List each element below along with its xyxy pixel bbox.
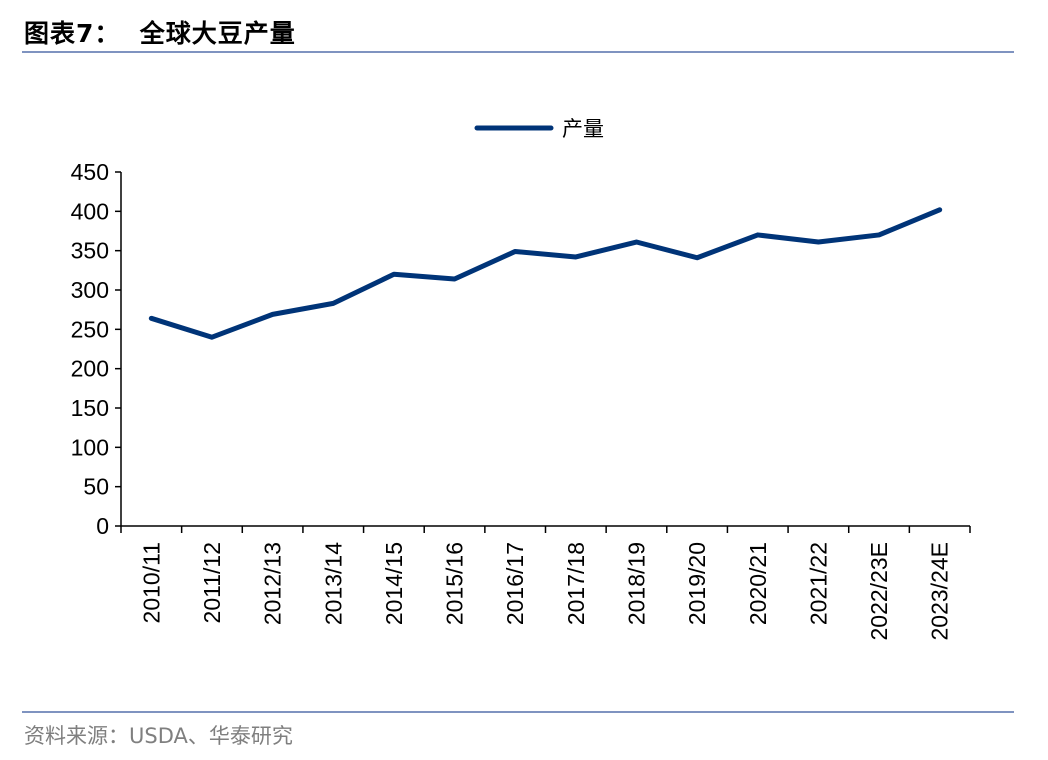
source-note: 资料来源：USDA、华泰研究 [24,724,293,748]
y-tick-label: 200 [71,356,109,382]
y-tick-label: 300 [71,277,109,303]
y-tick-label: 0 [96,513,109,539]
series-line-产量 [148,207,943,340]
y-tick-label: 400 [71,198,109,224]
title-divider [22,51,1014,53]
x-tick-label: 2013/14 [320,542,346,625]
x-tick-label: 2014/15 [381,542,407,625]
y-tick-label: 350 [71,238,109,264]
legend-label: 产量 [562,117,604,141]
y-tick-label: 150 [71,395,109,421]
x-tick-label: 2021/22 [805,542,831,625]
x-tick-label: 2016/17 [502,542,528,625]
x-tick-label: 2012/13 [260,542,286,625]
x-tick-label: 2017/18 [563,542,589,625]
footer-divider [22,711,1014,713]
x-tick-label: 2019/20 [684,542,710,625]
x-tick-label: 2015/16 [442,542,468,625]
y-tick-label: 50 [83,474,109,500]
x-tick-label: 2023/24E [927,542,953,640]
x-tick-label: 2020/21 [745,542,771,625]
y-tick-label: 250 [71,316,109,342]
x-tick-label: 2010/11 [138,542,164,623]
x-tick-label: 2011/12 [199,542,225,623]
x-tick-label: 2018/19 [623,542,649,625]
x-tick-label: 2022/23E [866,542,892,640]
y-tick-label: 100 [71,434,109,460]
y-tick-label: 450 [71,159,109,185]
figure-title: 图表7： 全球大豆产量 [24,19,296,48]
